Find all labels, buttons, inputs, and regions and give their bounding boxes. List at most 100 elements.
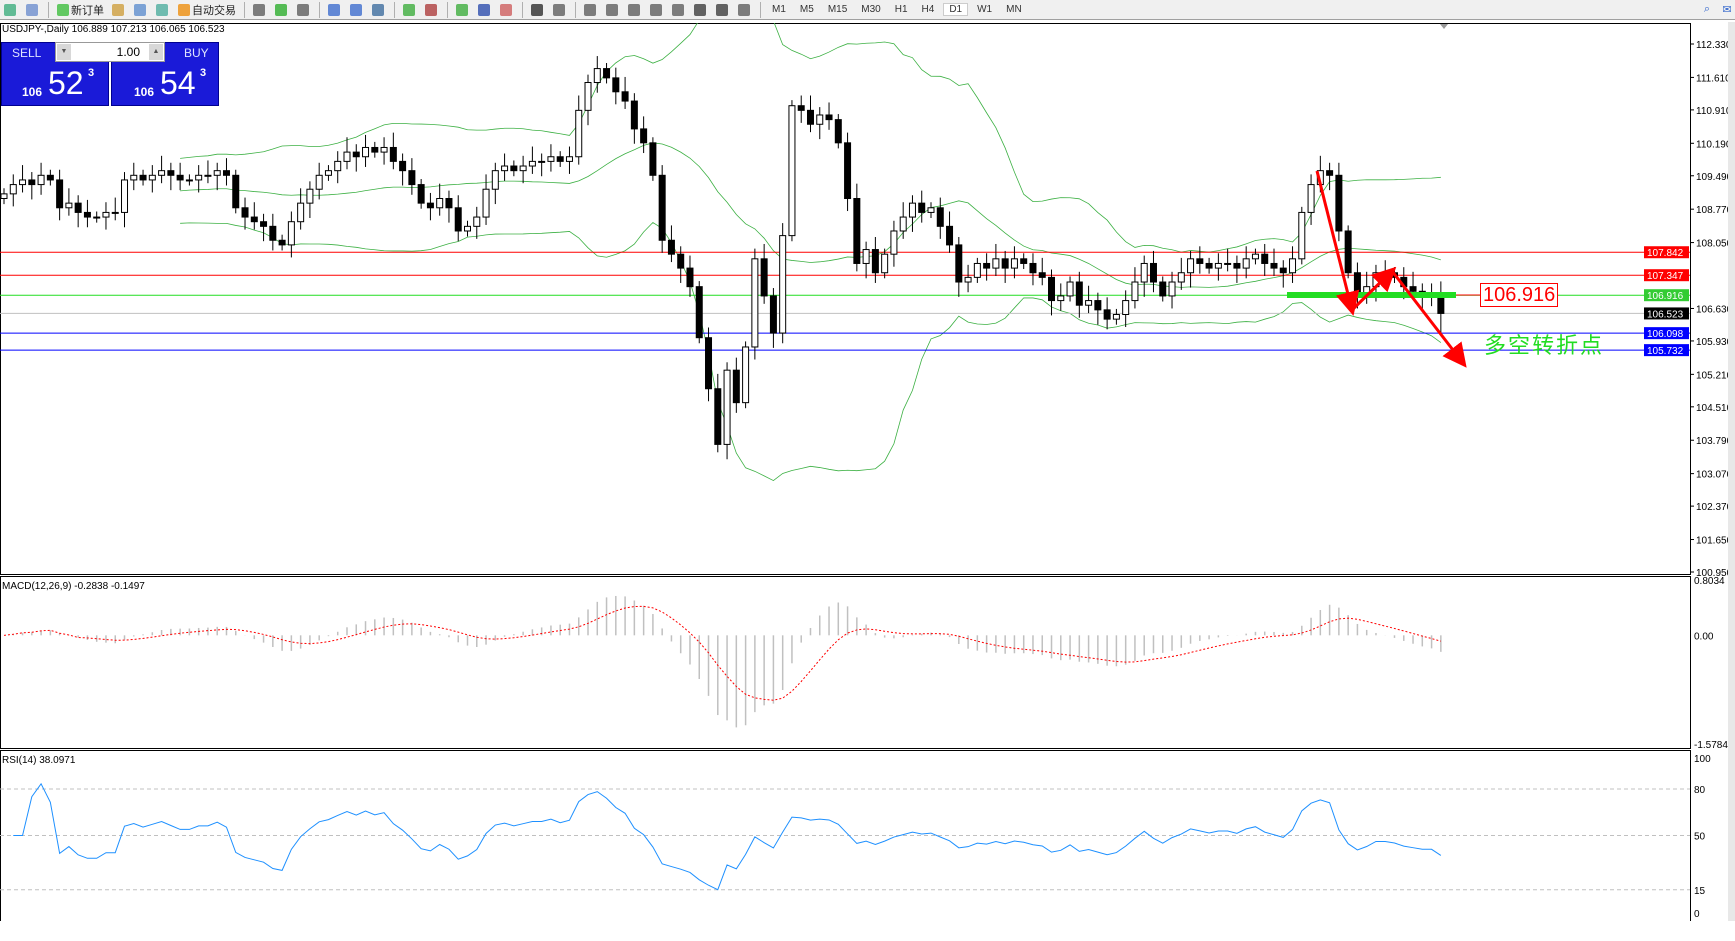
timeframe-mn[interactable]: MN xyxy=(1006,4,1022,15)
price-axis-label: 111.610 xyxy=(1696,73,1731,84)
zoom-window-icon xyxy=(26,3,38,16)
candle xyxy=(1149,262,1157,283)
lot-size-input[interactable]: 1.00 ▼ ▲ xyxy=(55,42,165,62)
cursor-button[interactable] xyxy=(529,2,547,18)
candle xyxy=(686,267,694,288)
bar-chart-button[interactable] xyxy=(251,2,269,18)
timeframe-h4[interactable]: H4 xyxy=(921,4,935,15)
candle xyxy=(232,174,240,209)
candle xyxy=(806,109,814,125)
timeframe-w1[interactable]: W1 xyxy=(977,4,993,15)
timeframe-m5[interactable]: M5 xyxy=(799,4,814,15)
chart-shift-button[interactable] xyxy=(423,2,441,18)
price-axis-label: 108.770 xyxy=(1696,205,1733,216)
price-axis-label: 103.070 xyxy=(1696,470,1733,481)
zoom-in-icon xyxy=(328,3,340,16)
price-tag xyxy=(1644,307,1689,320)
macd-label: MACD(12,26,9) -0.2838 -0.1497 xyxy=(2,581,145,592)
data-window-icon xyxy=(134,3,146,16)
candle xyxy=(797,105,805,111)
candle xyxy=(556,156,564,162)
zoom-window-button[interactable] xyxy=(24,2,42,18)
candle xyxy=(871,249,879,274)
auto-trading-icon xyxy=(178,3,190,16)
auto-trading-button[interactable]: 自动交易 xyxy=(176,2,238,18)
lot-decrease-button[interactable]: ▼ xyxy=(57,44,71,60)
data-window-button[interactable] xyxy=(132,2,150,18)
timeframe-d1[interactable]: D1 xyxy=(943,3,969,16)
candle xyxy=(204,174,212,177)
trendline-button[interactable] xyxy=(626,2,644,18)
candlestick-icon xyxy=(275,3,287,16)
periods-button[interactable] xyxy=(476,2,494,18)
vertical-line-button[interactable] xyxy=(582,2,600,18)
new-order-button[interactable]: 新订单 xyxy=(55,2,106,18)
candle xyxy=(269,225,277,241)
market-watch-button[interactable] xyxy=(110,2,128,18)
candle xyxy=(1075,281,1083,306)
candle xyxy=(1224,262,1232,265)
text-label-button[interactable] xyxy=(714,2,732,18)
market-watch-icon xyxy=(112,3,124,16)
candle xyxy=(445,198,453,209)
candle xyxy=(121,179,129,213)
timeframe-m30[interactable]: M30 xyxy=(861,4,881,15)
signals-button[interactable] xyxy=(154,2,172,18)
fibonacci-button[interactable] xyxy=(648,2,666,18)
new-chart-button[interactable] xyxy=(2,2,20,18)
crosshair-button[interactable] xyxy=(551,2,569,18)
toolbar-separator xyxy=(48,1,49,18)
candle xyxy=(677,253,685,269)
indicators-button[interactable] xyxy=(454,2,472,18)
candle xyxy=(1094,300,1102,311)
candle xyxy=(769,295,777,334)
templates-icon xyxy=(500,3,512,16)
tile-windows-button[interactable] xyxy=(370,2,388,18)
pivot-price-label: 106.916 xyxy=(1480,283,1559,307)
buy-label: BUY xyxy=(184,46,209,60)
fibo-fan-button[interactable] xyxy=(670,2,688,18)
toolbar-label: 自动交易 xyxy=(192,4,236,17)
price-tag-label: 106.916 xyxy=(1647,291,1684,302)
candle xyxy=(111,211,119,214)
pivot-note: 多空转折点 xyxy=(1484,334,1605,359)
candle xyxy=(723,369,731,445)
candle xyxy=(575,109,583,158)
text-button[interactable] xyxy=(692,2,710,18)
zoom-in-button[interactable] xyxy=(326,2,344,18)
timeframe-m1[interactable]: M1 xyxy=(772,4,786,15)
autoscroll-button[interactable] xyxy=(401,2,419,18)
bollinger-upper xyxy=(180,23,1441,253)
candle xyxy=(1085,300,1093,306)
horizontal-line-button[interactable] xyxy=(604,2,622,18)
candle xyxy=(501,165,509,172)
timeframe-m15[interactable]: M15 xyxy=(827,4,848,15)
bollinger-middle xyxy=(180,142,1441,288)
price-axis-label: 101.650 xyxy=(1696,536,1733,547)
candle xyxy=(992,258,1000,269)
rsi-axis-label: 15 xyxy=(1694,886,1706,897)
candle xyxy=(139,174,147,181)
price-tag-label: 106.523 xyxy=(1647,309,1684,320)
zoom-out-button[interactable] xyxy=(348,2,366,18)
candle xyxy=(667,239,675,255)
line-chart-button[interactable] xyxy=(295,2,313,18)
candle xyxy=(417,184,425,204)
trendline-icon xyxy=(628,3,640,16)
search-icon[interactable]: ⌕ xyxy=(1703,3,1711,15)
chart-canvas[interactable]: 107.842 107.347 106.916 106.523 106.098 105.7… xyxy=(0,22,1735,921)
candle xyxy=(454,207,462,232)
candle xyxy=(250,216,258,223)
candlestick-button[interactable] xyxy=(273,2,291,18)
chat-icon[interactable]: ✉ xyxy=(1722,4,1732,16)
candle xyxy=(473,216,481,227)
templates-button[interactable] xyxy=(498,2,516,18)
candle xyxy=(19,179,27,186)
candle xyxy=(899,216,907,232)
autoscroll-icon xyxy=(403,3,415,16)
timeframe-h1[interactable]: H1 xyxy=(894,4,908,15)
arrows-button[interactable] xyxy=(736,2,754,18)
lot-increase-button[interactable]: ▲ xyxy=(149,44,163,60)
toolbar-separator xyxy=(394,1,395,18)
price-axis-label: 106.630 xyxy=(1696,304,1733,315)
